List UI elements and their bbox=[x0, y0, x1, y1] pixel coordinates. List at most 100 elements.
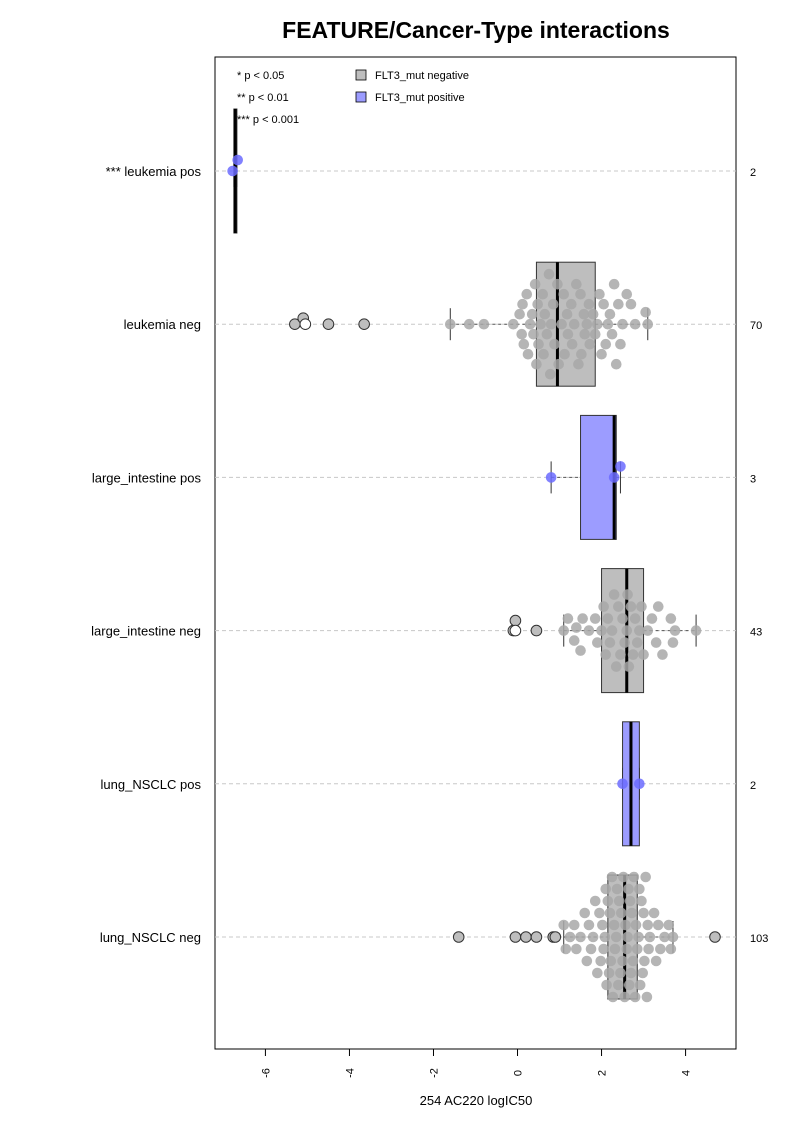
data-point bbox=[545, 472, 557, 483]
data-point bbox=[631, 943, 643, 955]
data-point bbox=[508, 318, 519, 330]
data-point bbox=[626, 907, 638, 919]
data-point bbox=[595, 955, 607, 967]
data-point bbox=[578, 308, 590, 320]
data-point bbox=[610, 931, 622, 943]
data-point bbox=[605, 955, 617, 967]
data-point bbox=[573, 358, 584, 370]
row-4: lung_NSCLC pos 2 bbox=[101, 721, 756, 847]
data-point bbox=[603, 967, 615, 979]
data-point bbox=[611, 883, 623, 895]
row-count: 2 bbox=[750, 780, 756, 792]
data-point bbox=[619, 991, 630, 1003]
data-point bbox=[558, 919, 570, 931]
data-point bbox=[227, 165, 238, 177]
data-point bbox=[610, 358, 622, 370]
data-point bbox=[627, 955, 639, 967]
data-point bbox=[592, 967, 603, 979]
data-point bbox=[621, 625, 633, 636]
data-point bbox=[642, 919, 654, 931]
data-point bbox=[543, 268, 555, 280]
data-point bbox=[634, 883, 645, 895]
data-point bbox=[562, 613, 574, 624]
data-point bbox=[583, 919, 595, 931]
data-point bbox=[571, 943, 582, 955]
data-point bbox=[613, 895, 625, 907]
data-point bbox=[577, 613, 588, 624]
row-3: large_intestine neg 43 bbox=[91, 568, 762, 694]
significance-legend: * p < 0.05 ** p < 0.01 *** p < 0.001 bbox=[237, 70, 299, 126]
data-point bbox=[565, 298, 577, 310]
x-tick-label: -6 bbox=[260, 1068, 272, 1078]
data-point bbox=[628, 871, 640, 883]
outlier-point bbox=[322, 318, 335, 331]
data-point bbox=[539, 308, 551, 320]
data-point bbox=[633, 931, 644, 943]
data-point bbox=[553, 358, 564, 370]
data-point bbox=[655, 943, 666, 955]
data-point bbox=[556, 318, 567, 330]
legend-label-negative: FLT3_mut negative bbox=[375, 70, 469, 82]
data-point bbox=[597, 919, 608, 931]
sig-legend-1: * p < 0.05 bbox=[237, 70, 284, 82]
data-point bbox=[610, 661, 622, 672]
data-point bbox=[667, 637, 679, 648]
outlier-point bbox=[549, 931, 562, 943]
data-point bbox=[606, 625, 618, 636]
x-axis-label: 254 AC220 logIC50 bbox=[420, 1093, 533, 1108]
data-point bbox=[624, 895, 636, 907]
data-point bbox=[648, 907, 660, 919]
data-point bbox=[629, 318, 641, 330]
data-point bbox=[639, 955, 650, 967]
data-point bbox=[634, 778, 645, 790]
data-point bbox=[602, 318, 614, 330]
data-point bbox=[568, 919, 580, 931]
data-point bbox=[600, 649, 612, 660]
x-tick-label: 2 bbox=[597, 1070, 609, 1076]
outlier-point bbox=[299, 318, 312, 331]
data-point bbox=[613, 298, 624, 310]
data-point bbox=[665, 943, 677, 955]
data-point bbox=[478, 318, 490, 330]
data-point bbox=[622, 589, 633, 600]
x-axis: -6 -4 -2 0 2 4 bbox=[260, 1049, 693, 1078]
data-point bbox=[606, 871, 618, 883]
data-point bbox=[581, 955, 593, 967]
data-point bbox=[583, 298, 595, 310]
row-count: 3 bbox=[750, 473, 756, 485]
data-point bbox=[541, 328, 553, 340]
data-point bbox=[576, 348, 587, 360]
data-point bbox=[646, 613, 658, 624]
data-point bbox=[516, 328, 528, 340]
data-point bbox=[575, 931, 586, 943]
data-point bbox=[629, 613, 641, 624]
data-point bbox=[558, 288, 570, 300]
data-point bbox=[544, 368, 556, 380]
outlier-point bbox=[709, 931, 721, 943]
data-point bbox=[608, 472, 620, 483]
data-point bbox=[592, 318, 603, 330]
data-point bbox=[568, 318, 580, 330]
data-point bbox=[599, 931, 611, 943]
data-point bbox=[559, 348, 570, 360]
outlier-point bbox=[530, 931, 543, 943]
data-point bbox=[652, 919, 664, 931]
data-point bbox=[463, 318, 475, 330]
data-point bbox=[558, 625, 570, 636]
data-point bbox=[531, 358, 542, 370]
data-point bbox=[598, 601, 609, 612]
data-point bbox=[601, 979, 612, 991]
data-point bbox=[634, 625, 645, 636]
plot-frame bbox=[214, 56, 737, 1050]
data-point bbox=[640, 871, 651, 883]
data-point bbox=[587, 931, 599, 943]
data-point bbox=[537, 288, 549, 300]
data-point bbox=[592, 637, 603, 648]
outlier-point bbox=[452, 931, 465, 943]
data-point bbox=[566, 338, 578, 350]
data-point bbox=[602, 613, 614, 624]
data-point bbox=[596, 348, 607, 360]
data-point bbox=[608, 278, 620, 290]
data-point bbox=[636, 895, 647, 907]
data-point bbox=[634, 979, 646, 991]
